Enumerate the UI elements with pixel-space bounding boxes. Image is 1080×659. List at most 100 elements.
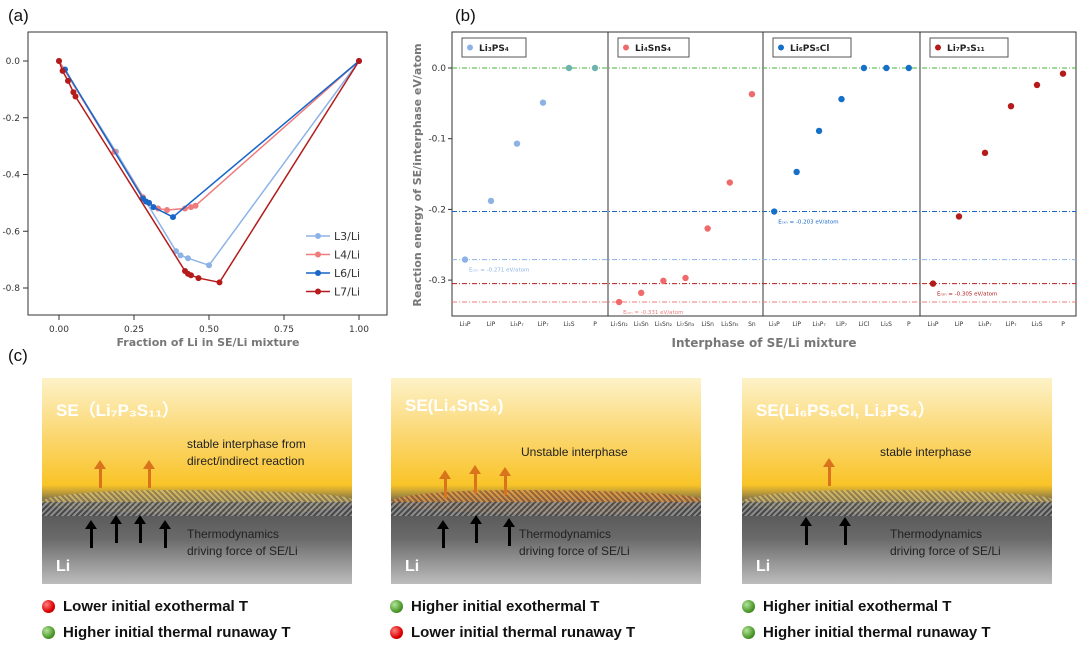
force-label-1: Thermodynamics <box>519 527 612 541</box>
legend-label: Li₇P₃S₁₁ <box>947 44 985 54</box>
legend-marker <box>315 270 321 276</box>
data-point <box>591 64 599 72</box>
data-point <box>216 279 223 286</box>
force-label-2: driving force of SE/Li <box>519 544 630 558</box>
bullet-text: Higher initial thermal runaway T <box>763 624 991 641</box>
data-point <box>164 206 170 213</box>
green-dot-icon <box>742 600 755 613</box>
data-point <box>1007 102 1015 110</box>
y-tick-label: -0.1 <box>428 135 446 145</box>
y-tick-label: -0.2 <box>2 114 20 124</box>
bullet-text: Higher initial exothermal T <box>763 598 952 615</box>
category-label: P <box>593 321 597 328</box>
data-point <box>793 168 800 176</box>
charts-canvas: 0.00 0.25 0.50 0.75 1.00 0.0 -0.2 -0.4 -0.6 -0.8 F… <box>2 31 1077 350</box>
orange-arrow-icon <box>94 460 106 488</box>
orange-arrow-icon <box>823 458 835 486</box>
legend-box <box>772 37 852 58</box>
scene-title: SE(Li₄SnS₄) <box>405 396 504 415</box>
force-label-1: Thermodynamics <box>187 527 280 541</box>
y-tick-label: -0.4 <box>2 171 20 181</box>
x-tick-label: 0.75 <box>274 325 294 335</box>
black-arrow-icon <box>839 517 851 545</box>
erxn-annotation: Eᵣₓₙ = -0.271 eV/atom <box>469 268 529 274</box>
category-label: P <box>1061 321 1065 328</box>
bullet-text: Lower initial exothermal T <box>63 598 249 615</box>
green-dot-icon <box>390 600 403 613</box>
panel-label-c: (c) <box>8 346 28 365</box>
erxn-annotation: Eᵣₓₙ = -0.331 eV/atom <box>623 310 683 316</box>
data-point <box>955 213 963 220</box>
black-arrow-icon <box>800 517 812 545</box>
x-tick-label: 0.00 <box>49 325 69 335</box>
category-label: LiP₇ <box>537 321 549 328</box>
legend-marker <box>315 251 321 258</box>
reaction-layer <box>391 502 701 516</box>
black-arrow-icon <box>159 520 171 548</box>
li-label: Li <box>405 558 420 575</box>
category-label: Li₃P <box>927 321 938 328</box>
category-label: LiP₇ <box>836 321 848 328</box>
x-tick-label: 0.25 <box>124 325 144 335</box>
black-arrow-icon <box>85 520 97 548</box>
legend-label: L6/Li <box>334 267 360 280</box>
scene-title: SE（Li₇P₃S₁₁） <box>56 401 180 420</box>
category-label: Li₂S <box>563 321 574 328</box>
scene-li4sns4: SE(Li₄SnS₄) Unstable interphase Thermody… <box>391 378 701 584</box>
data-point <box>206 262 212 269</box>
interphase-label: Unstable interphase <box>521 445 628 459</box>
bullet-text: Higher initial exothermal T <box>411 598 600 615</box>
bullet-text: Lower initial thermal runaway T <box>411 624 636 641</box>
data-point <box>838 95 845 103</box>
legend-marker <box>315 288 321 295</box>
orange-arrow-icon <box>499 467 511 495</box>
category-label: Li₅Sn₂ <box>655 321 673 328</box>
data-point <box>660 277 667 285</box>
data-point <box>146 199 152 206</box>
x-axis-label: Fraction of Li in SE/Li mixture <box>116 336 299 349</box>
data-point <box>905 64 912 72</box>
li-label: Li <box>56 558 71 575</box>
category-label: Li₇Sn₂ <box>610 321 628 328</box>
red-dot-icon <box>390 626 403 639</box>
interphase-label: stable interphase from direct/indirect r… <box>187 437 306 468</box>
data-point <box>704 225 711 232</box>
x-tick-label: 1.00 <box>349 325 369 335</box>
data-point <box>487 197 495 205</box>
category-label: Li₅Sn <box>634 321 649 328</box>
data-point <box>188 204 194 211</box>
data-point <box>72 93 79 100</box>
legend-marker <box>935 44 941 51</box>
erxn-annotation: Eᵣₓₙ = -0.203 eV/atom <box>778 220 838 226</box>
category-label: Li₂S <box>1031 321 1042 328</box>
category-label: Li₃P <box>769 321 780 328</box>
y-tick-label: -0.6 <box>2 227 20 237</box>
series-line-L7/Li <box>58 60 360 284</box>
data-point <box>638 289 645 297</box>
category-label: Li₃P <box>459 321 470 328</box>
li-label: Li <box>756 558 771 575</box>
legend-marker <box>467 44 473 51</box>
panel-label-a: (a) <box>8 6 29 25</box>
bullet-text: Higher initial thermal runaway T <box>63 624 291 641</box>
category-label: P <box>907 321 911 328</box>
y-tick-label: 0.0 <box>432 64 447 74</box>
category-label: LiP <box>487 321 496 328</box>
data-point <box>513 140 521 147</box>
category-label: LiP <box>792 321 801 328</box>
black-arrow-icon <box>134 515 146 543</box>
x-tick-label: 0.50 <box>199 325 219 335</box>
series-line-L6/Li <box>64 60 360 218</box>
bullet-item: Higher initial thermal runaway T <box>742 624 991 641</box>
category-label: Li₃P₇ <box>510 321 524 328</box>
data-point <box>461 256 469 263</box>
data-point <box>771 208 778 215</box>
legend-label: Li₆PS₅Cl <box>790 44 829 54</box>
data-point <box>981 149 989 157</box>
legend-marker <box>623 44 629 51</box>
legend-marker <box>315 233 321 239</box>
reaction-layer <box>42 502 352 516</box>
x-axis-label: Interphase of SE/Li mixture <box>672 336 857 350</box>
data-point <box>150 204 157 211</box>
legend-label: L7/Li <box>334 286 360 299</box>
